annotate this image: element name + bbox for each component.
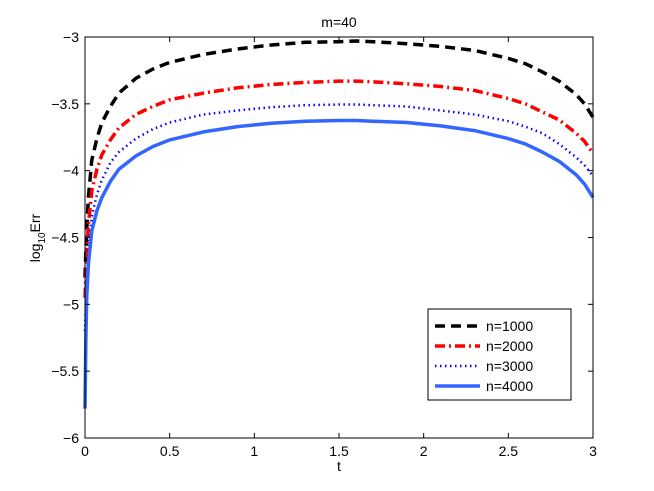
y-tick-label: −3.5 — [51, 96, 79, 112]
plot-area — [83, 39, 595, 409]
x-axis-label: t — [337, 458, 341, 474]
x-tick-label: 2 — [420, 443, 428, 459]
y-tick-label: −5.5 — [51, 363, 79, 379]
x-tick-label: 0.5 — [160, 443, 180, 459]
x-tick-label: 0 — [81, 443, 89, 459]
chart-title: m=40 — [321, 14, 357, 30]
x-tick-label: 2.5 — [499, 443, 519, 459]
legend-label-3: n=3000 — [486, 358, 533, 374]
series-line-1 — [83, 39, 595, 278]
x-tick-label: 1 — [250, 443, 258, 459]
y-tick-label: −4 — [63, 163, 79, 179]
y-tick-label: −5 — [63, 296, 79, 312]
legend-label-1: n=1000 — [486, 318, 533, 334]
legend-label-4: n=4000 — [486, 378, 533, 394]
x-tick-label: 1.5 — [329, 443, 349, 459]
legend-label-2: n=2000 — [486, 338, 533, 354]
y-axis-label: log10Err — [27, 213, 48, 262]
axis-ticks: 0 0.5 1 1.5 2 2.5 3 −6 −5.5 −5 −4.5 −4 −3.5 −3 — [51, 29, 597, 459]
y-tick-label: −6 — [63, 430, 79, 446]
y-axis-label-tail: Err — [27, 213, 43, 232]
y-tick-label: −3 — [63, 29, 79, 45]
y-axis-label-subscript: 10 — [37, 232, 48, 244]
series-line-2 — [83, 79, 595, 298]
y-axis-label-main: log — [27, 244, 43, 263]
legend: n=1000 n=2000 n=3000 n=4000 — [427, 308, 572, 401]
y-tick-label: −4.5 — [51, 230, 79, 246]
x-tick-label: 3 — [589, 443, 597, 459]
series-line-4 — [83, 118, 595, 409]
